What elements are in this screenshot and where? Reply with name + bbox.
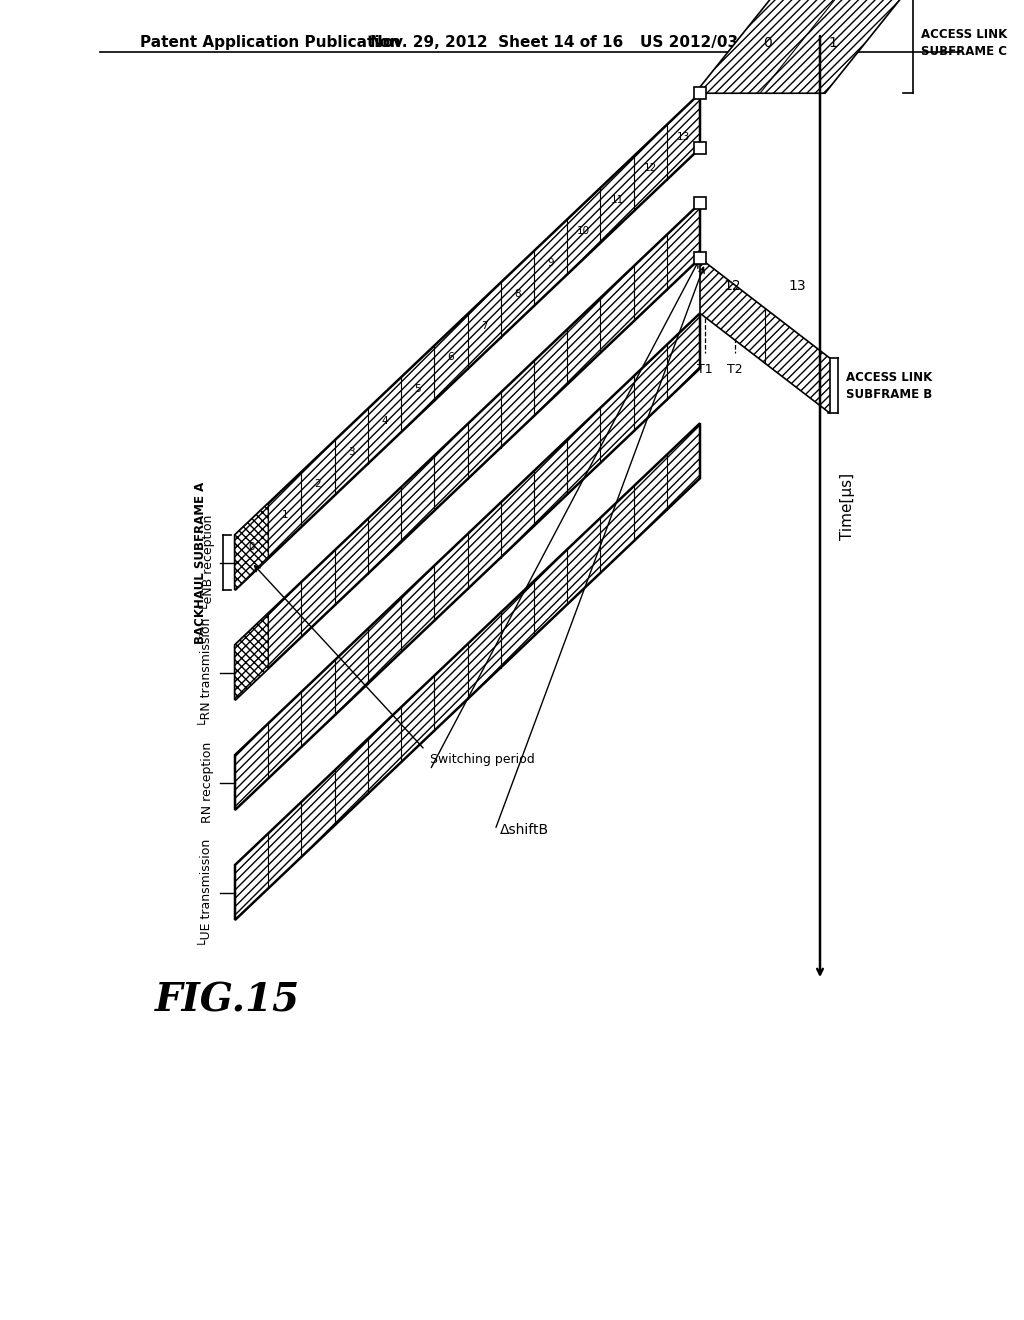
Text: 6: 6: [447, 352, 455, 363]
Text: 0: 0: [249, 541, 255, 552]
Text: ACCESS LINK
SUBFRAME B: ACCESS LINK SUBFRAME B: [846, 371, 932, 401]
Text: US 2012/0302158 A1: US 2012/0302158 A1: [640, 36, 819, 50]
Text: 13: 13: [677, 132, 690, 141]
Text: 1: 1: [828, 36, 837, 50]
Text: BACKHAUL SUBFRAME A: BACKHAUL SUBFRAME A: [194, 482, 207, 644]
Text: └RN transmission: └RN transmission: [201, 618, 213, 727]
Text: └UE transmission: └UE transmission: [201, 838, 213, 946]
Polygon shape: [234, 614, 268, 700]
Text: 10: 10: [578, 226, 590, 236]
Polygon shape: [234, 203, 700, 700]
Bar: [694, 143, 706, 154]
Text: ACCESS LINK
SUBFRAME C: ACCESS LINK SUBFRAME C: [921, 28, 1008, 58]
Bar: [694, 87, 706, 99]
Text: 1: 1: [282, 510, 288, 520]
Text: 12: 12: [643, 164, 656, 173]
Polygon shape: [234, 94, 700, 590]
Polygon shape: [695, 0, 905, 94]
Text: 4: 4: [381, 416, 388, 425]
Text: 0: 0: [763, 36, 772, 50]
Text: Time[μs]: Time[μs]: [840, 473, 855, 540]
Polygon shape: [234, 424, 700, 920]
Text: 9: 9: [547, 257, 554, 268]
Polygon shape: [234, 503, 268, 590]
Text: FIG.15: FIG.15: [155, 981, 300, 1019]
Bar: [694, 252, 706, 264]
Text: T2: T2: [727, 363, 742, 376]
Text: 7: 7: [481, 321, 487, 331]
Text: 3: 3: [348, 447, 354, 457]
Polygon shape: [234, 313, 700, 810]
Text: 12: 12: [724, 279, 741, 293]
Text: 8: 8: [514, 289, 520, 300]
Text: 2: 2: [314, 479, 322, 488]
Text: T1: T1: [697, 363, 713, 376]
Text: 5: 5: [415, 384, 421, 393]
Text: Patent Application Publication: Patent Application Publication: [140, 36, 400, 50]
Polygon shape: [700, 259, 830, 413]
Bar: [694, 197, 706, 210]
Text: ΔshiftB: ΔshiftB: [500, 822, 549, 837]
Text: RN reception: RN reception: [201, 742, 213, 824]
Text: Switching period: Switching period: [430, 754, 535, 767]
Text: Nov. 29, 2012  Sheet 14 of 16: Nov. 29, 2012 Sheet 14 of 16: [370, 36, 624, 50]
Text: 11: 11: [610, 194, 624, 205]
Text: 13: 13: [788, 279, 806, 293]
Text: └eNB reception: └eNB reception: [200, 515, 215, 611]
